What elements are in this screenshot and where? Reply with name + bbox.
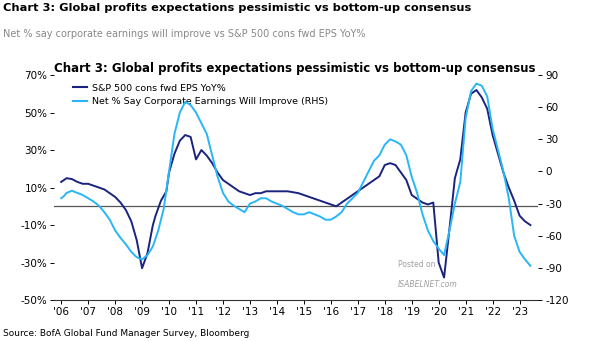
Text: Posted on: Posted on — [398, 260, 436, 269]
Text: Net % say corporate earnings will improve vs S&P 500 cons fwd EPS YoY%: Net % say corporate earnings will improv… — [3, 29, 365, 39]
Text: Source: BofA Global Fund Manager Survey, Bloomberg: Source: BofA Global Fund Manager Survey,… — [3, 329, 249, 338]
Text: Chart 3: Global profits expectations pessimistic vs bottom-up consensus: Chart 3: Global profits expectations pes… — [54, 62, 536, 75]
Legend: S&P 500 cons fwd EPS YoY%, Net % Say Corporate Earnings Will Improve (RHS): S&P 500 cons fwd EPS YoY%, Net % Say Cor… — [69, 80, 332, 110]
Text: ISABELNET.com: ISABELNET.com — [398, 280, 458, 289]
Text: Chart 3: Global profits expectations pessimistic vs bottom-up consensus: Chart 3: Global profits expectations pes… — [3, 3, 471, 13]
